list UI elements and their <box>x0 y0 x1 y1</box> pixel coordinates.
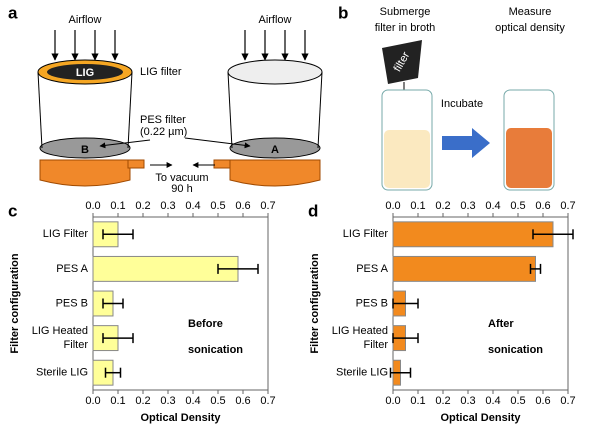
x-tick-label: 0.3 <box>160 200 175 212</box>
lig-filter-label: LIG filter <box>140 66 182 78</box>
x-axis-label: Optical Density <box>440 412 521 424</box>
airflow-label: Airflow <box>258 14 291 26</box>
caption: Measure <box>509 6 552 18</box>
caption: Submerge <box>380 6 431 18</box>
x-tick-label: 0.3 <box>160 395 175 407</box>
x-tick-label: 0.0 <box>85 395 100 407</box>
panel-b: b Submerge filter in broth Measure optic… <box>338 3 565 191</box>
annotation: sonication <box>188 344 243 356</box>
x-tick-label: 0.1 <box>110 395 125 407</box>
vacuum-label: To vacuum <box>155 172 208 184</box>
x-tick-label: 0.1 <box>410 200 425 212</box>
bar <box>392 255 536 282</box>
x-tick-label: 0.4 <box>185 200 200 212</box>
x-tick-label: 0.0 <box>385 200 400 212</box>
x-tick-label: 0.7 <box>260 200 275 212</box>
pes-filter-label: PES filter <box>140 114 186 126</box>
x-axis-label: Optical Density <box>140 412 221 424</box>
y-tick-label: PES B <box>56 297 88 309</box>
x-tick-label: 0.4 <box>485 395 500 407</box>
y-axis-label: Filter configuration <box>9 253 21 354</box>
filter-a-label: A <box>271 144 279 156</box>
bar <box>392 221 554 248</box>
panel-letter: c <box>8 201 17 220</box>
y-tick-label: LIG Heated Filter <box>332 325 389 351</box>
x-tick-label: 0.5 <box>210 395 225 407</box>
x-tick-label: 0.6 <box>535 200 550 212</box>
panel-a: a Airflow Airflow LIG LIG filter B A PES… <box>8 3 323 195</box>
x-tick-label: 0.1 <box>410 395 425 407</box>
y-tick-label: PES B <box>356 297 388 309</box>
x-tick-label: 0.5 <box>510 200 525 212</box>
annotation: After <box>488 318 514 330</box>
caption: optical density <box>495 22 565 34</box>
y-tick-label: PES A <box>356 263 388 275</box>
filter-b-label: B <box>81 144 89 156</box>
x-tick-label: 0.3 <box>460 395 475 407</box>
x-tick-label: 0.2 <box>435 200 450 212</box>
x-tick-label: 0.4 <box>185 395 200 407</box>
x-tick-label: 0.2 <box>435 395 450 407</box>
x-tick-label: 0.3 <box>460 200 475 212</box>
y-tick-label: Sterile LIG <box>36 367 88 379</box>
incubate-label: Incubate <box>441 98 483 110</box>
panel-letter: a <box>8 3 18 22</box>
y-tick-label: Sterile LIG <box>336 367 388 379</box>
x-tick-label: 0.7 <box>560 395 575 407</box>
x-tick-label: 0.6 <box>235 200 250 212</box>
x-tick-label: 0.7 <box>560 200 575 212</box>
panel-letter: b <box>338 3 348 22</box>
x-tick-label: 0.1 <box>110 200 125 212</box>
lig-label: LIG <box>76 67 94 79</box>
airflow-label: Airflow <box>68 14 101 26</box>
pes-filter-label: (0.22 µm) <box>140 126 187 138</box>
x-tick-label: 0.2 <box>135 395 150 407</box>
x-tick-label: 0.5 <box>210 200 225 212</box>
y-axis-label: Filter configuration <box>309 253 321 354</box>
x-tick-label: 0.6 <box>535 395 550 407</box>
y-tick-label: LIG Filter <box>43 228 89 240</box>
annotation: Before <box>188 318 223 330</box>
x-tick-label: 0.0 <box>385 395 400 407</box>
caption: filter in broth <box>375 22 436 34</box>
y-tick-label: LIG Filter <box>343 228 389 240</box>
vacuum-label: 90 h <box>171 183 192 195</box>
y-tick-label: PES A <box>56 263 88 275</box>
x-tick-label: 0.5 <box>510 395 525 407</box>
x-tick-label: 0.2 <box>135 200 150 212</box>
x-tick-label: 0.6 <box>235 395 250 407</box>
airflow-arrows <box>51 30 309 61</box>
y-tick-label: LIG Heated Filter <box>32 325 89 351</box>
x-tick-label: 0.7 <box>260 395 275 407</box>
bar <box>92 255 239 282</box>
annotation: sonication <box>488 344 543 356</box>
x-tick-label: 0.4 <box>485 200 500 212</box>
x-tick-label: 0.0 <box>85 200 100 212</box>
panel-letter: d <box>308 201 318 220</box>
